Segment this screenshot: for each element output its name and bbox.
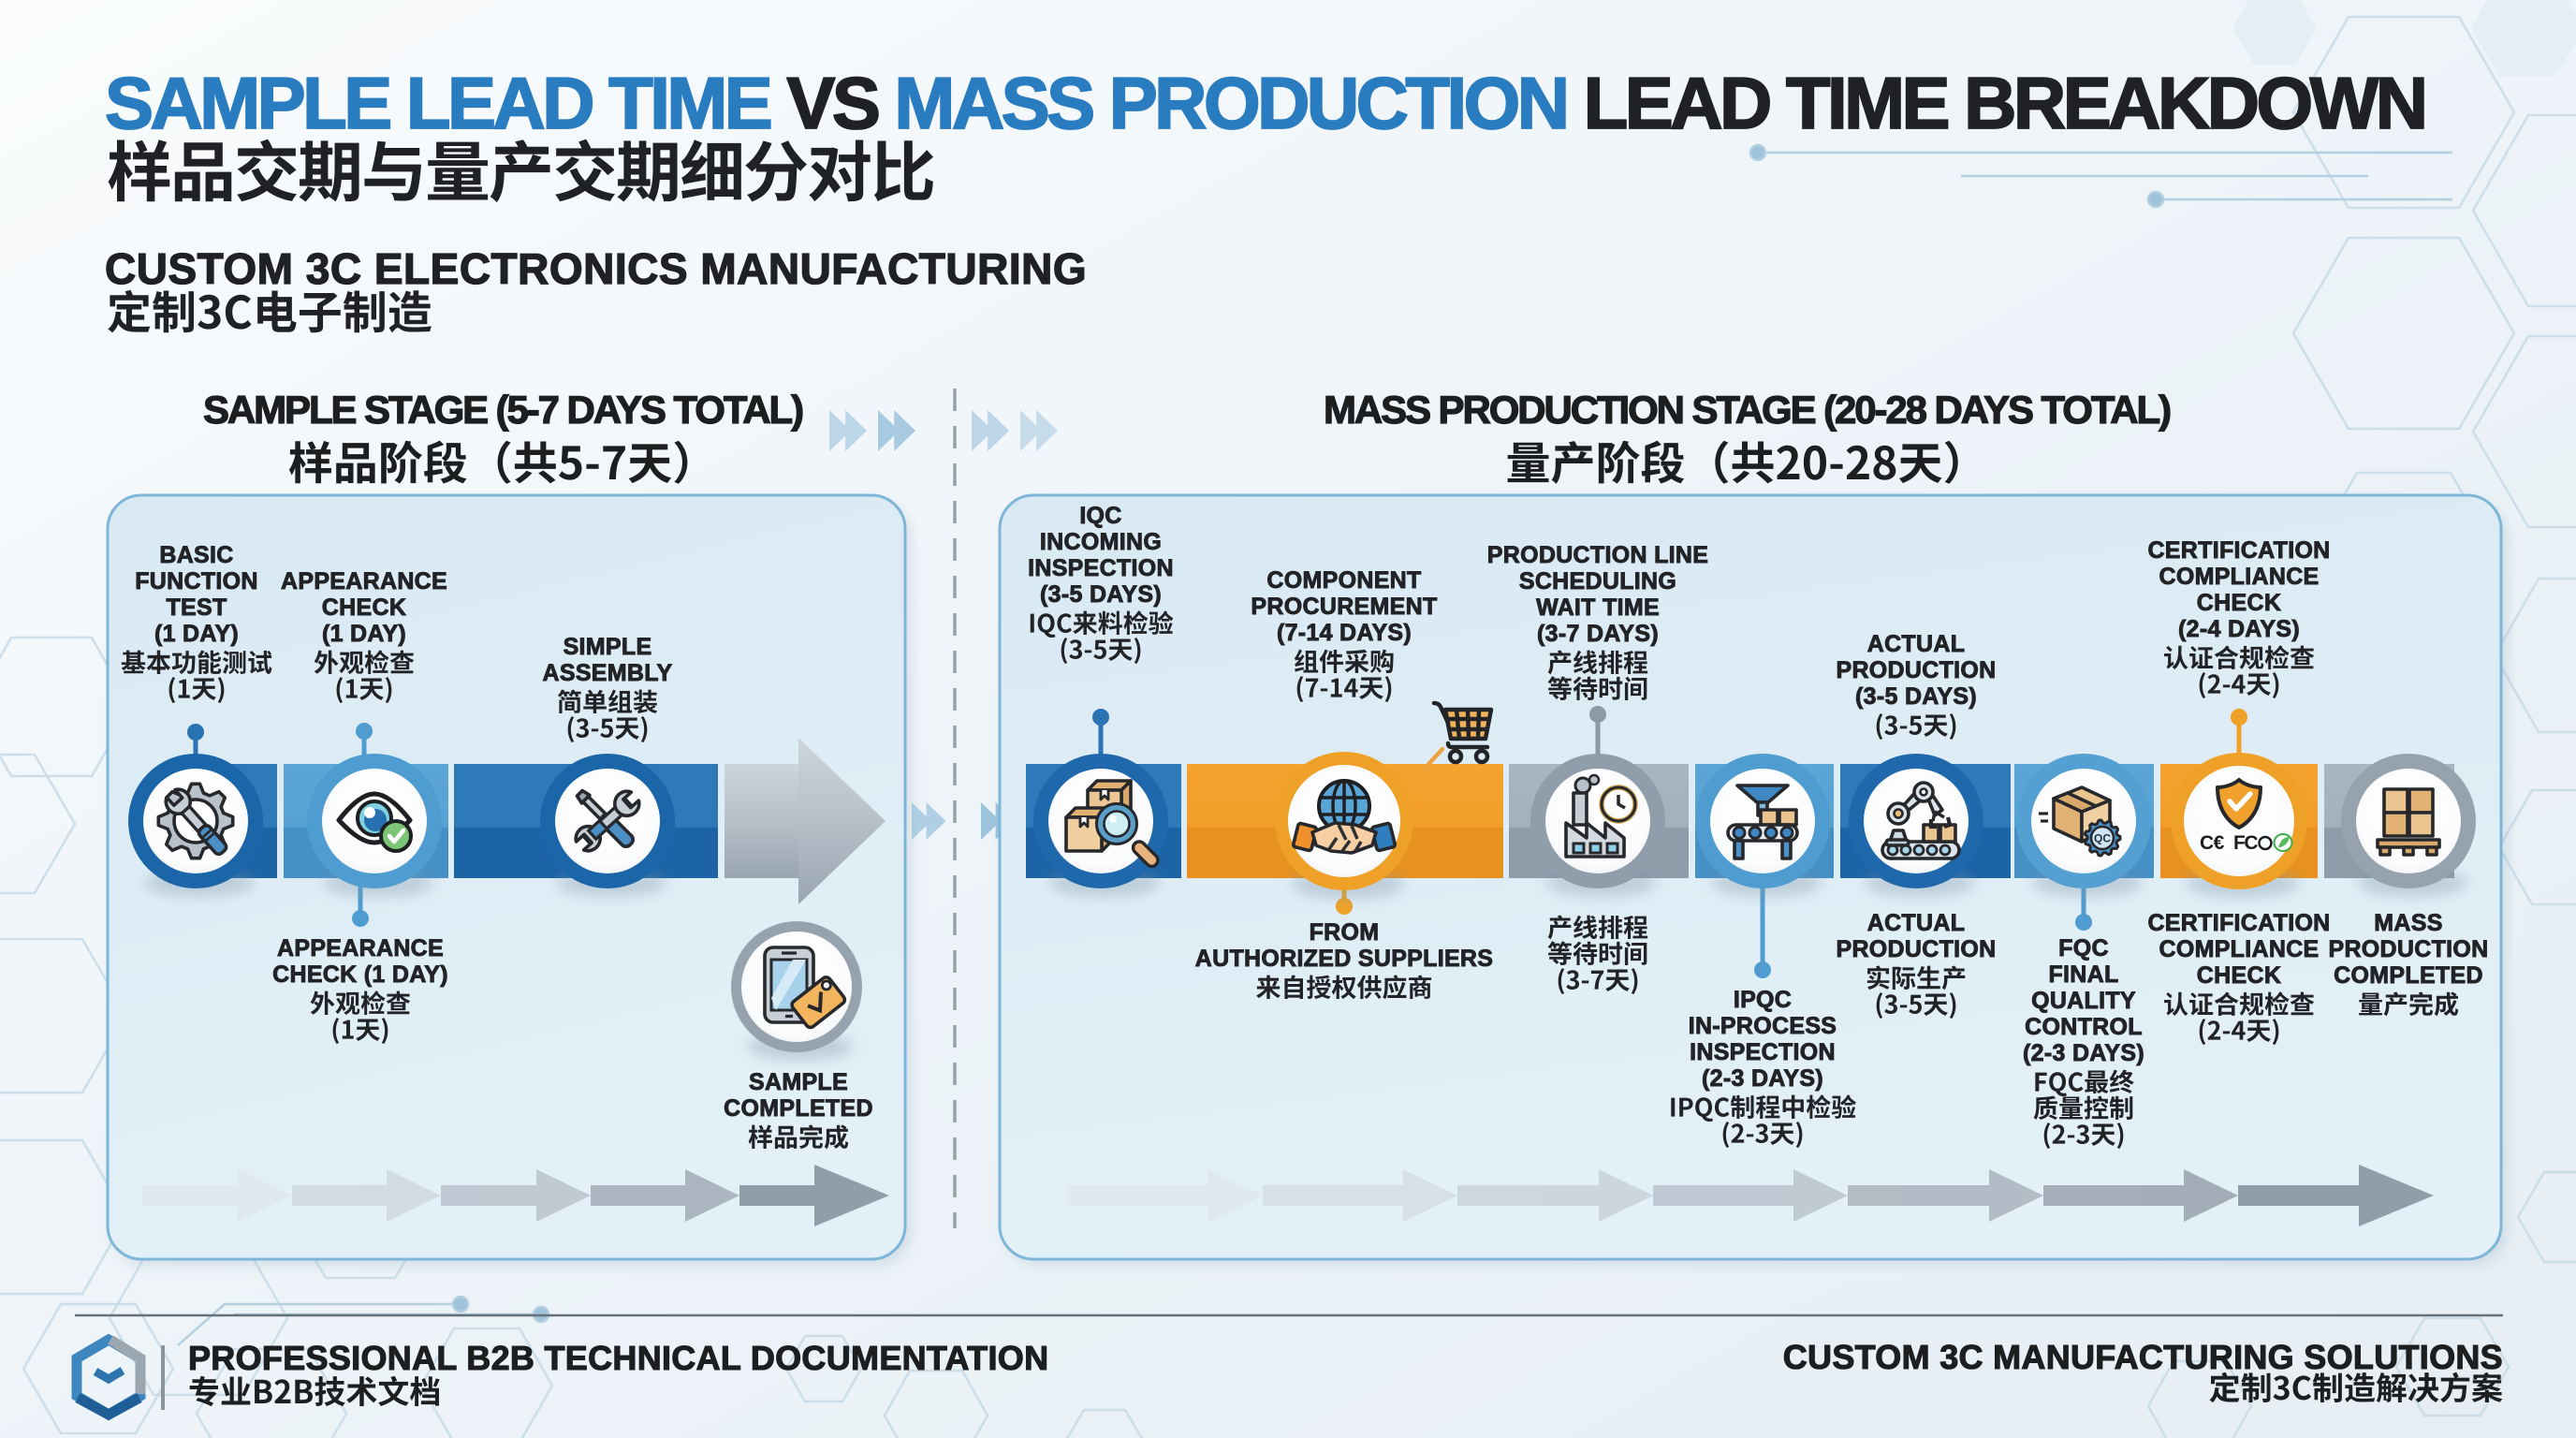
svg-text:APPEARANCE: APPEARANCE	[281, 568, 447, 594]
svg-text:ACTUAL: ACTUAL	[1867, 631, 1966, 657]
svg-text:CONTROL: CONTROL	[2025, 1014, 2143, 1040]
svg-text:COMPLIANCE: COMPLIANCE	[2159, 564, 2319, 590]
svg-text:INSPECTION: INSPECTION	[1690, 1039, 1836, 1065]
svg-text:(3-5 DAYS): (3-5 DAYS)	[1855, 683, 1977, 710]
svg-text:INSPECTION: INSPECTION	[1028, 555, 1174, 581]
svg-text:COMPLETED: COMPLETED	[2334, 962, 2483, 989]
svg-text:TEST: TEST	[166, 594, 227, 621]
svg-text:COMPLIANCE: COMPLIANCE	[2159, 936, 2319, 962]
svg-text:QC: QC	[2094, 832, 2111, 845]
svg-text:PRODUCTION LINE: PRODUCTION LINE	[1487, 542, 1708, 568]
svg-text:COMPLETED: COMPLETED	[724, 1095, 873, 1122]
svg-text:SAMPLE: SAMPLE	[749, 1069, 848, 1095]
svg-text:FQC: FQC	[2058, 935, 2109, 961]
svg-text:FINAL: FINAL	[2048, 961, 2118, 988]
svg-text:FROM: FROM	[1310, 919, 1380, 946]
svg-text:MASS: MASS	[2374, 910, 2442, 936]
svg-text:C€: C€	[2200, 832, 2225, 854]
svg-text:SAMPLE STAGE (5-7 DAYS TOTAL): SAMPLE STAGE (5-7 DAYS TOTAL)	[203, 388, 802, 432]
svg-text:WAIT TIME: WAIT TIME	[1536, 594, 1660, 621]
svg-text:IQC: IQC	[1079, 503, 1121, 529]
svg-text:(2-3 DAYS): (2-3 DAYS)	[1702, 1065, 1823, 1092]
svg-text:FUNCTION: FUNCTION	[135, 568, 258, 594]
svg-text:IN-PROCESS: IN-PROCESS	[1689, 1013, 1837, 1039]
svg-text:AUTHORIZED SUPPLIERS: AUTHORIZED SUPPLIERS	[1195, 946, 1494, 972]
svg-text:IPQC: IPQC	[1734, 987, 1792, 1013]
svg-text:APPEARANCE: APPEARANCE	[277, 935, 444, 961]
svg-text:SCHEDULING: SCHEDULING	[1519, 568, 1676, 594]
svg-text:(3-7 DAYS): (3-7 DAYS)	[1537, 621, 1659, 647]
svg-text:COMPONENT: COMPONENT	[1266, 567, 1421, 594]
svg-text:FC: FC	[2233, 832, 2258, 854]
svg-text:PROFESSIONAL B2B TECHNICAL DOC: PROFESSIONAL B2B TECHNICAL DOCUMENTATION	[188, 1339, 1048, 1377]
svg-text:CHECK: CHECK	[2197, 590, 2281, 616]
svg-text:MASS PRODUCTION STAGE (20-28 D: MASS PRODUCTION STAGE (20-28 DAYS TOTAL)	[1324, 388, 2170, 432]
svg-text:ACTUAL: ACTUAL	[1867, 910, 1966, 936]
svg-text:(7-14 DAYS): (7-14 DAYS)	[1277, 620, 1412, 646]
svg-text:CHECK (1 DAY): CHECK (1 DAY)	[272, 961, 448, 988]
svg-text:(2-3 DAYS): (2-3 DAYS)	[2023, 1040, 2144, 1066]
svg-text:QUALITY: QUALITY	[2031, 988, 2136, 1014]
svg-text:(1 DAY): (1 DAY)	[154, 621, 239, 647]
svg-text:CHECK: CHECK	[2197, 962, 2281, 989]
svg-text:CERTIFICATION: CERTIFICATION	[2147, 537, 2330, 564]
svg-text:PRODUCTION: PRODUCTION	[1836, 657, 1996, 683]
svg-text:CUSTOM 3C MANUFACTURING SOLUTI: CUSTOM 3C MANUFACTURING SOLUTIONS	[1783, 1338, 2503, 1376]
svg-text:PRODUCTION: PRODUCTION	[1836, 936, 1996, 962]
svg-text:CERTIFICATION: CERTIFICATION	[2147, 910, 2330, 936]
svg-text:ASSEMBLY: ASSEMBLY	[542, 660, 672, 686]
svg-text:CHECK: CHECK	[322, 594, 406, 621]
svg-text:(1 DAY): (1 DAY)	[322, 621, 406, 647]
svg-text:PRODUCTION: PRODUCTION	[2328, 936, 2488, 962]
svg-text:CUSTOM 3C ELECTRONICS MANUFACT: CUSTOM 3C ELECTRONICS MANUFACTURING	[105, 244, 1087, 293]
svg-text:SIMPLE: SIMPLE	[564, 634, 652, 660]
svg-text:BASIC: BASIC	[159, 542, 233, 568]
svg-text:INCOMING: INCOMING	[1040, 529, 1162, 555]
svg-text:(2-4 DAYS): (2-4 DAYS)	[2178, 616, 2300, 642]
svg-text:(3-5 DAYS): (3-5 DAYS)	[1040, 581, 1162, 608]
svg-text:SAMPLE LEAD TIME VS MASS PRODU: SAMPLE LEAD TIME VS MASS PRODUCTION LEAD…	[105, 62, 2425, 144]
svg-text:PROCUREMENT: PROCUREMENT	[1251, 594, 1437, 620]
